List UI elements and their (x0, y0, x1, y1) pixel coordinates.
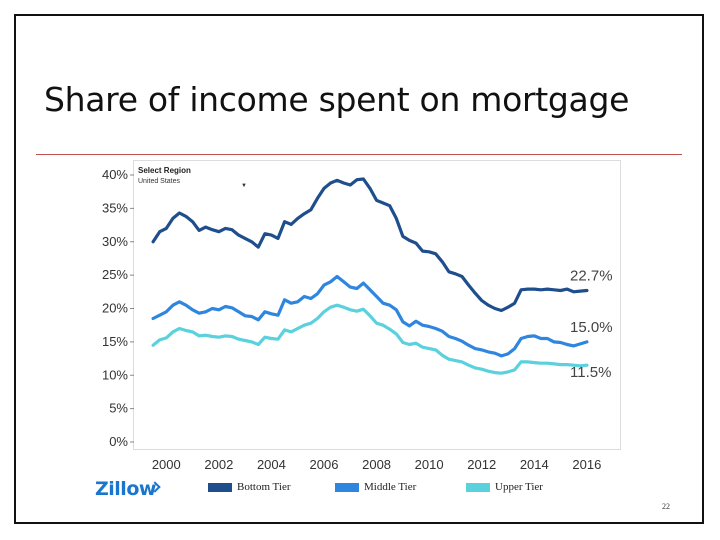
legend-swatch-upper-tier (466, 482, 490, 492)
legend-item-upper-tier[interactable]: Upper Tier (466, 481, 543, 493)
legend-item-bottom-tier[interactable]: Bottom Tier (208, 481, 291, 493)
legend-label-bottom-tier: Bottom Tier (237, 481, 291, 493)
legend-item-middle-tier[interactable]: Middle Tier (335, 481, 416, 493)
title-rule (36, 154, 682, 155)
slide-title: Share of income spent on mortgage (44, 80, 630, 119)
region-selector[interactable]: Select Region United States ▼ (138, 166, 247, 189)
legend-label-upper-tier: Upper Tier (495, 481, 543, 493)
region-selector-label: Select Region (138, 166, 191, 175)
zillow-logo: Zillow (95, 478, 156, 500)
legend-swatch-bottom-tier (208, 482, 232, 492)
legend-swatch-middle-tier (335, 482, 359, 492)
legend-label-middle-tier: Middle Tier (364, 481, 417, 493)
region-selector-value[interactable]: United States (138, 178, 181, 185)
chart-panel (133, 160, 621, 450)
dropdown-arrow-icon[interactable]: ▼ (241, 183, 247, 189)
page-number: 22 (662, 502, 670, 511)
